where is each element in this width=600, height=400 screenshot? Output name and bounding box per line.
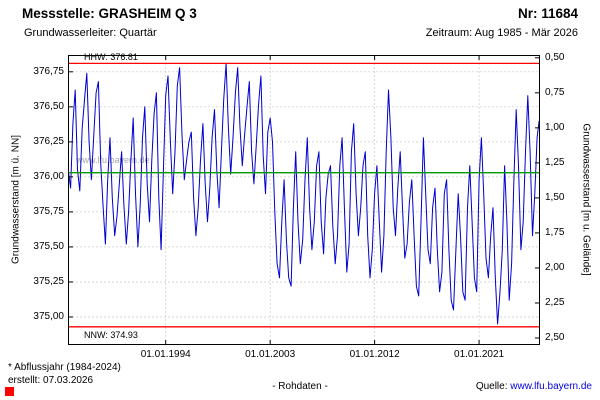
x-tick-label: 01.01.2003 (245, 349, 296, 360)
watermark: www.lfu.bayern.de (76, 155, 150, 165)
y-right-tick-label: 1,25 (545, 156, 565, 168)
data-series (68, 62, 540, 325)
rohdaten-note: - Rohdaten - (272, 381, 328, 392)
y-right-tick-label: 2,00 (545, 261, 565, 273)
x-tick-label: 01.01.2021 (454, 349, 505, 360)
source-line: Quelle: www.lfu.bayern.de (476, 381, 592, 392)
footnote-abflussjahr: * Abflussjahr (1984-2024) (8, 362, 121, 373)
source-prefix: Quelle: (475, 381, 508, 392)
y-left-axis-title: Grundwasserstand [m ü. NN] (10, 135, 22, 264)
plot-area: www.lfu.bayern.de HHW: 376.81 NNW: 374.9… (68, 52, 540, 345)
created-date: erstellt: 07.03.2026 (8, 375, 94, 386)
y-left-tick-label: 375,00 (33, 310, 64, 322)
aquifer-label: Grundwasserleiter: Quartär (24, 27, 157, 39)
hhw-label: HHW: 376.81 (82, 52, 140, 63)
y-left-tick-label: 375,50 (33, 240, 64, 252)
y-right-tick-label: 2,50 (545, 331, 565, 343)
y-right-tick-label: 1,75 (545, 226, 565, 238)
y-left-tick-label: 376,50 (33, 100, 64, 112)
x-tick-label: 01.01.2012 (349, 349, 400, 360)
red-marker (5, 387, 14, 396)
y-right-tick-label: 1,00 (545, 121, 565, 133)
chart-canvas (68, 55, 540, 345)
y-right-tick-label: 0,75 (545, 86, 565, 98)
y-left-tick-label: 376,00 (33, 170, 64, 182)
period-label: Zeitraum: Aug 1985 - Mär 2026 (425, 27, 578, 39)
y-left-tick-label: 375,25 (33, 275, 64, 287)
y-right-tick-label: 0,50 (545, 51, 565, 63)
station-number: Nr: 11684 (517, 6, 578, 21)
nnw-label: NNW: 374.93 (82, 329, 140, 340)
y-right-tick-label: 2,25 (545, 296, 565, 308)
y-left-tick-label: 376,75 (33, 65, 64, 77)
source-link[interactable]: www.lfu.bayern.de (510, 381, 592, 392)
x-tick-label: 01.01.1994 (140, 349, 191, 360)
y-left-tick-label: 376,25 (33, 135, 64, 147)
y-left-tick-label: 375,75 (33, 205, 64, 217)
page-title: Messstelle: GRASHEIM Q 3 (22, 6, 197, 21)
y-right-tick-label: 1,50 (545, 191, 565, 203)
